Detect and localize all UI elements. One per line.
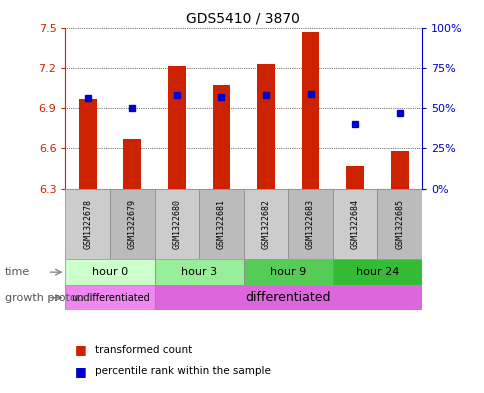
Bar xyxy=(301,31,319,189)
Bar xyxy=(154,189,199,259)
Text: hour 9: hour 9 xyxy=(270,267,306,277)
Bar xyxy=(65,285,154,310)
Bar xyxy=(257,64,274,189)
Text: hour 0: hour 0 xyxy=(92,267,128,277)
Bar xyxy=(390,151,408,189)
Text: ■: ■ xyxy=(75,343,87,356)
Text: GSM1322680: GSM1322680 xyxy=(172,199,181,249)
Bar xyxy=(123,139,141,189)
Text: GSM1322681: GSM1322681 xyxy=(216,199,226,249)
Text: ■: ■ xyxy=(75,365,87,378)
Text: hour 24: hour 24 xyxy=(355,267,398,277)
Text: GSM1322685: GSM1322685 xyxy=(394,199,403,249)
Bar xyxy=(332,189,377,259)
Bar xyxy=(199,189,243,259)
Bar xyxy=(110,189,154,259)
Text: growth protocol: growth protocol xyxy=(5,293,92,303)
Text: GSM1322684: GSM1322684 xyxy=(350,199,359,249)
Bar xyxy=(212,85,230,189)
Text: hour 3: hour 3 xyxy=(181,267,217,277)
Bar xyxy=(65,189,110,259)
Text: transformed count: transformed count xyxy=(94,345,192,355)
Text: differentiated: differentiated xyxy=(245,291,331,304)
Text: undifferentiated: undifferentiated xyxy=(71,293,149,303)
Text: GSM1322683: GSM1322683 xyxy=(305,199,315,249)
Bar xyxy=(332,259,421,285)
Bar xyxy=(346,166,363,189)
Text: GSM1322678: GSM1322678 xyxy=(83,199,92,249)
Text: GDS5410 / 3870: GDS5410 / 3870 xyxy=(185,12,299,26)
Text: time: time xyxy=(5,267,30,277)
Bar xyxy=(287,189,332,259)
Text: GSM1322682: GSM1322682 xyxy=(261,199,270,249)
Bar xyxy=(79,99,96,189)
Bar xyxy=(243,259,332,285)
Text: GSM1322679: GSM1322679 xyxy=(128,199,136,249)
Bar xyxy=(167,66,185,189)
Bar xyxy=(65,259,154,285)
Bar xyxy=(154,285,421,310)
Text: percentile rank within the sample: percentile rank within the sample xyxy=(94,366,270,376)
Bar xyxy=(243,189,287,259)
Bar xyxy=(377,189,421,259)
Bar xyxy=(154,259,243,285)
